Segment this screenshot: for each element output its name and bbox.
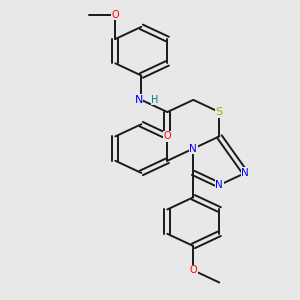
Text: O: O [190, 265, 197, 275]
Text: N: N [134, 95, 143, 105]
Text: O: O [112, 10, 119, 20]
Text: O: O [164, 131, 171, 141]
Text: N: N [215, 180, 223, 190]
Text: S: S [216, 107, 223, 117]
Text: H: H [151, 95, 158, 105]
Text: N: N [189, 144, 197, 154]
Text: N: N [242, 168, 249, 178]
